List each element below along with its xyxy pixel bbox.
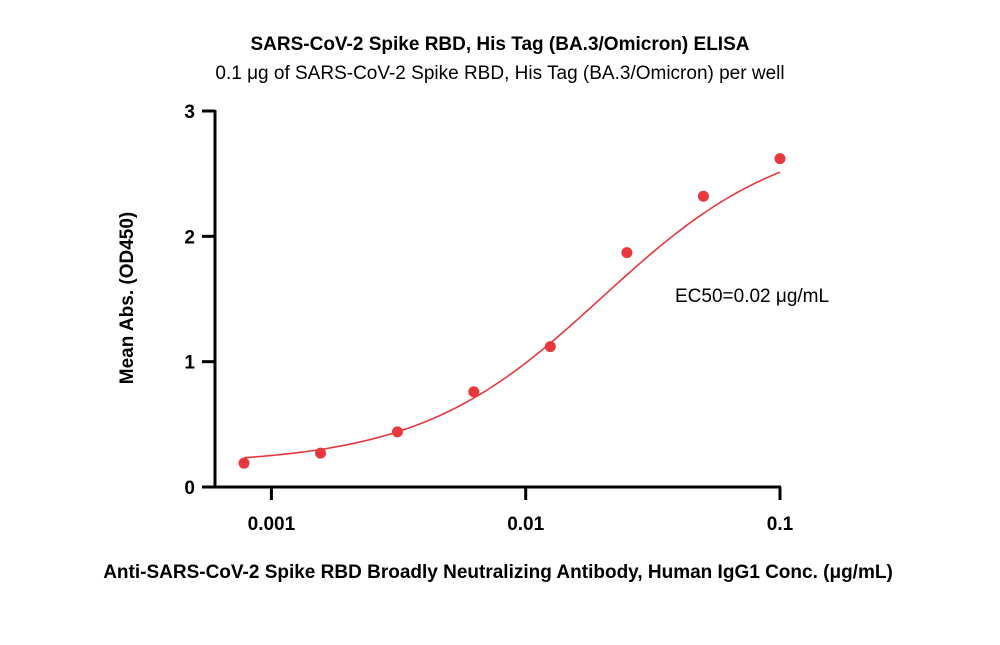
y-axis-title: Mean Abs. (OD450) xyxy=(117,212,138,384)
data-point xyxy=(238,457,250,469)
data-point xyxy=(621,247,633,259)
y-tick-label: 2 xyxy=(184,227,195,248)
fit-curve xyxy=(243,171,781,459)
data-point xyxy=(391,426,403,438)
ec50-annotation: EC50=0.02 μg/mL xyxy=(675,286,829,307)
x-axis-title: Anti-SARS-CoV-2 Spike RBD Broadly Neutra… xyxy=(103,562,893,583)
fit-curve-group xyxy=(243,171,781,459)
chart-subtitle: 0.1 μg of SARS-CoV-2 Spike RBD, His Tag … xyxy=(215,63,784,84)
y-tick-label: 3 xyxy=(184,102,195,123)
ticks: 0 1 2 3 0.001 0.01 0.1 xyxy=(184,102,793,535)
y-tick-label: 0 xyxy=(184,478,195,499)
x-tick-label: 0.001 xyxy=(248,514,296,535)
data-point xyxy=(544,341,556,353)
data-points xyxy=(238,153,786,469)
axes xyxy=(213,110,781,489)
data-point xyxy=(697,190,709,202)
x-tick-label: 0.1 xyxy=(767,514,794,535)
data-point xyxy=(774,153,786,165)
y-tick-label: 1 xyxy=(184,353,195,374)
chart-title: SARS-CoV-2 Spike RBD, His Tag (BA.3/Omic… xyxy=(250,34,749,55)
data-point xyxy=(468,386,480,398)
data-point xyxy=(315,447,327,459)
x-tick-label: 0.01 xyxy=(507,514,544,535)
